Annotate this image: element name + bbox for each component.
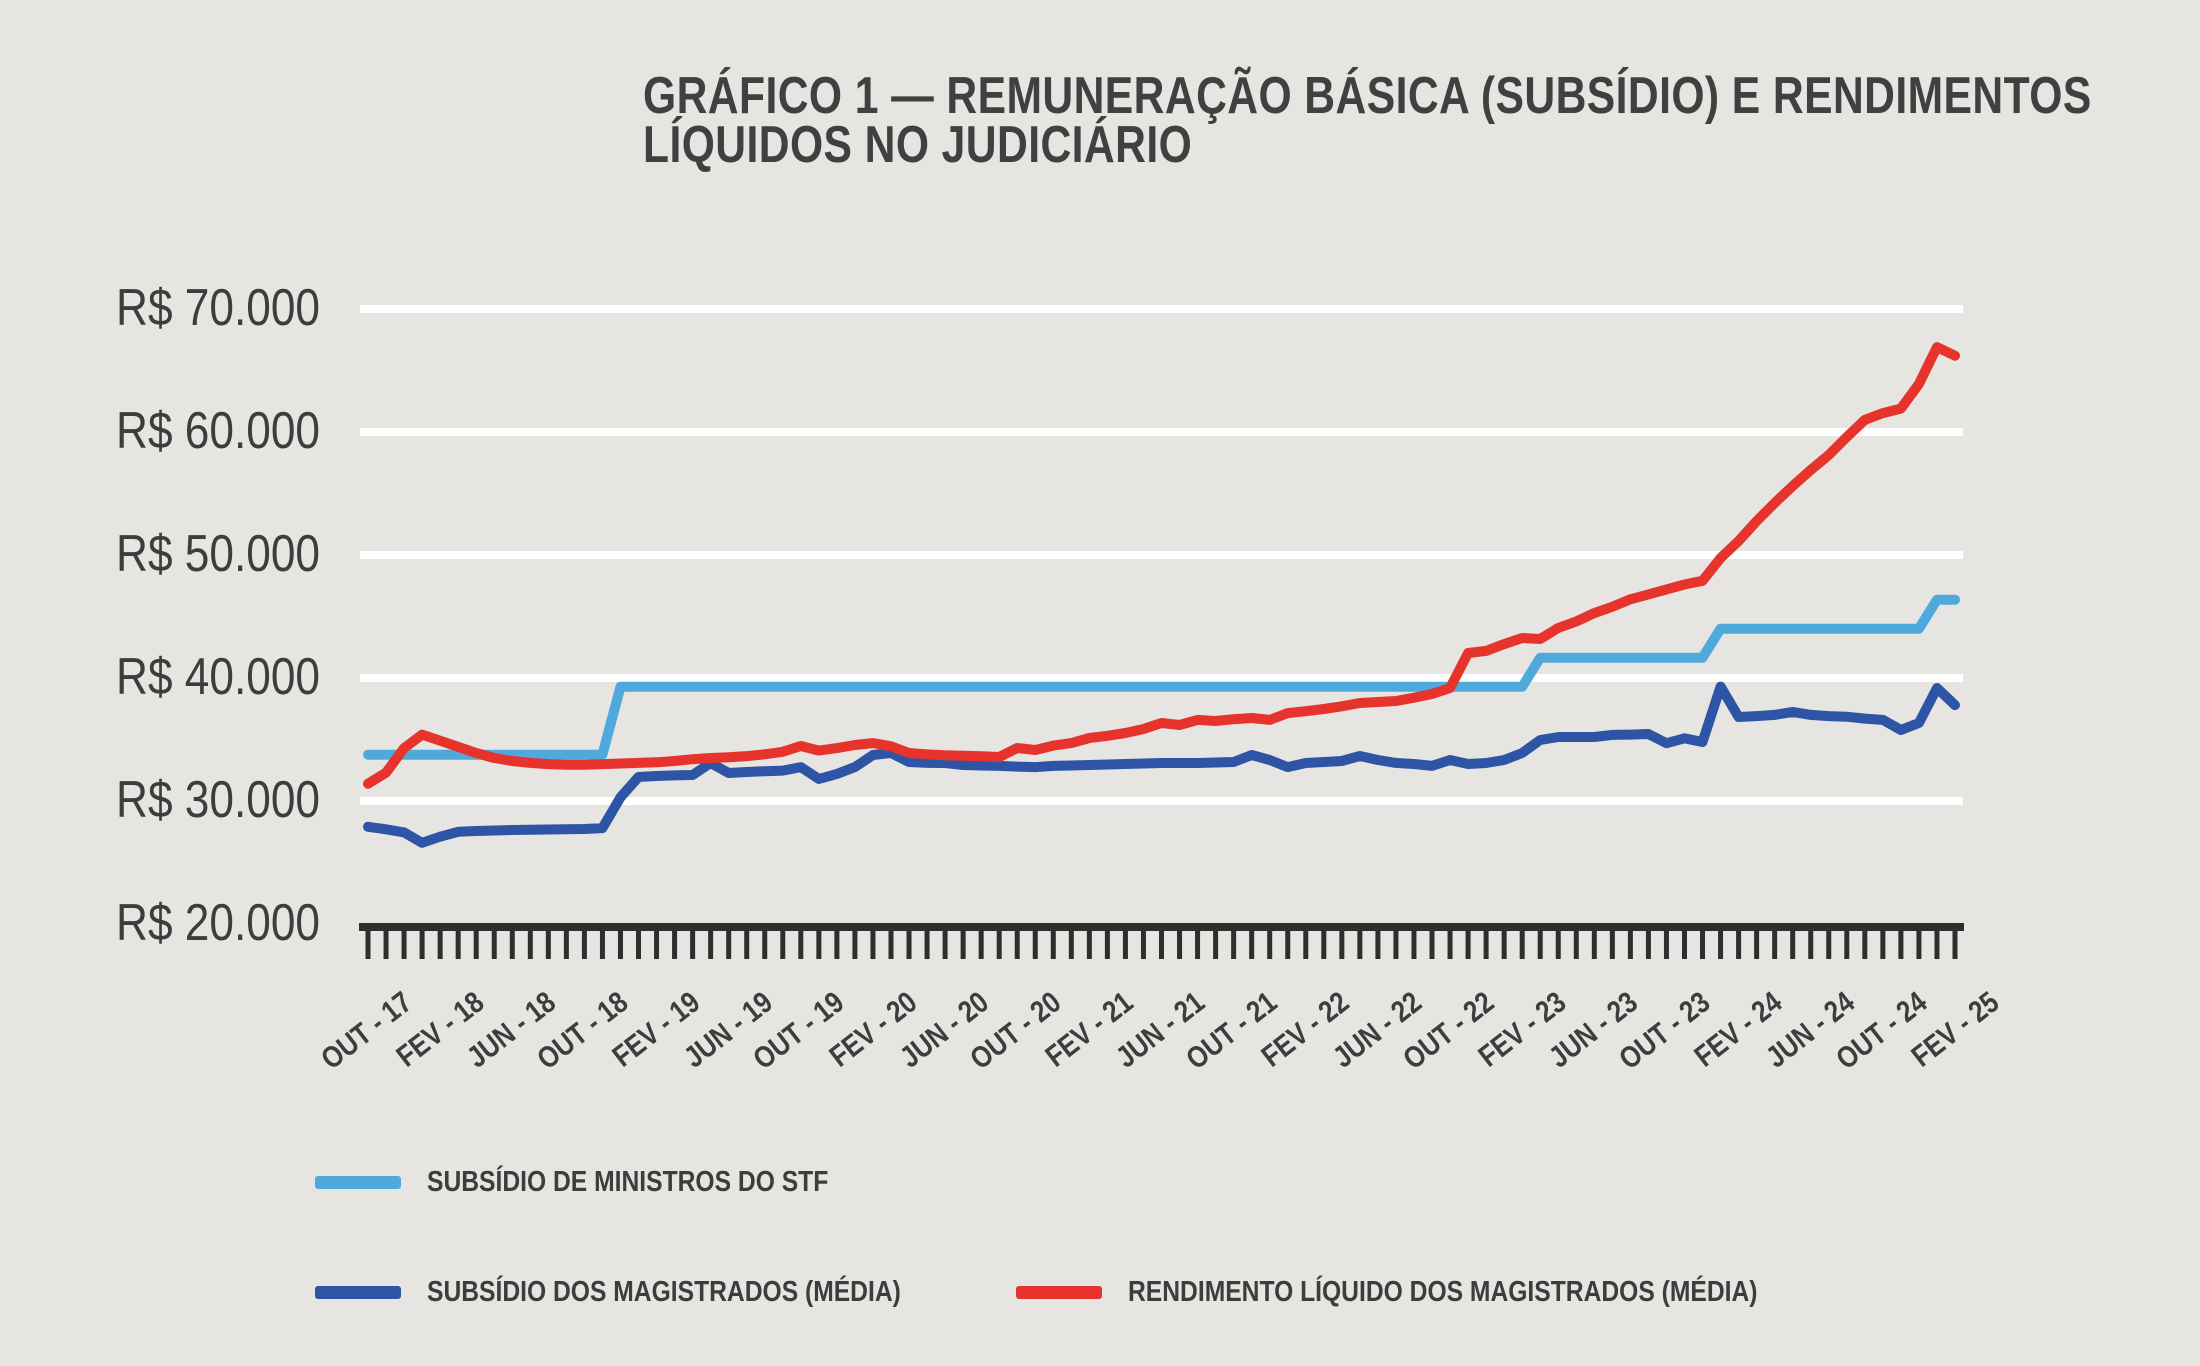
y-axis-label: R$ 20.000 [116, 894, 320, 952]
y-axis-label: R$ 30.000 [116, 771, 320, 829]
legend-label-magistrados: SUBSÍDIO DOS MAGISTRADOS (MÉDIA) [427, 1276, 901, 1308]
stf-legend-swatch [315, 1176, 401, 1189]
series-line-stf_line [363, 594, 1960, 760]
liquido-legend-swatch [1016, 1286, 1102, 1299]
series-line-magistrados_line [363, 681, 1960, 848]
y-axis-label: R$ 70.000 [116, 279, 320, 337]
chart-title-line1: GRÁFICO 1 — REMUNERAÇÃO BÁSICA (SUBSÍDIO… [643, 67, 2092, 125]
legend-item-stf: SUBSÍDIO DE MINISTROS DO STF [315, 1166, 899, 1199]
legend-item-magistrados: SUBSÍDIO DOS MAGISTRADOS (MÉDIA) [315, 1276, 984, 1309]
legend-label-liquido: RENDIMENTO LÍQUIDO DOS MAGISTRADOS (MÉDI… [1128, 1276, 1758, 1308]
chart-title: GRÁFICO 1 — REMUNERAÇÃO BÁSICA (SUBSÍDIO… [643, 67, 2092, 174]
magistrados-legend-swatch [315, 1286, 401, 1299]
chart-title-line2: LÍQUIDOS NO JUDICIÁRIO [643, 116, 1193, 174]
y-axis-label: R$ 60.000 [116, 402, 320, 460]
legend-label-stf: SUBSÍDIO DE MINISTROS DO STF [427, 1166, 829, 1198]
series-line-liquido_line [363, 342, 1960, 789]
y-axis-label: R$ 50.000 [116, 525, 320, 583]
legend-item-liquido: RENDIMENTO LÍQUIDO DOS MAGISTRADOS (MÉDI… [1016, 1276, 1869, 1309]
y-axis-label: R$ 40.000 [116, 648, 320, 706]
